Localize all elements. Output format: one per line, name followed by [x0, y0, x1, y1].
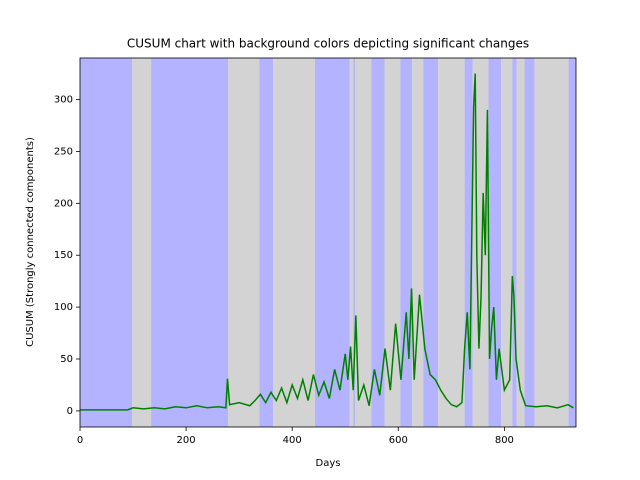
x-tick-label: 600 [389, 435, 408, 446]
axes-frame [79, 57, 577, 428]
data-line [80, 73, 574, 411]
background-span [273, 58, 316, 427]
background-span [412, 58, 424, 427]
y-tick-label: 300 [54, 95, 73, 106]
y-tick-label: 150 [54, 250, 73, 261]
x-axis-label: Days [316, 458, 341, 469]
background-span [524, 58, 535, 427]
background-span [568, 58, 576, 427]
background-span [355, 58, 372, 427]
x-tick-label: 0 [77, 435, 83, 446]
y-tick-label: 250 [54, 146, 73, 157]
background-span [438, 58, 465, 427]
background-span [259, 58, 274, 427]
background-span [349, 58, 354, 427]
background-span [80, 58, 132, 427]
x-tick-label: 800 [495, 435, 514, 446]
background-span [423, 58, 439, 427]
y-tick-label: 50 [60, 354, 73, 365]
background-span [512, 58, 517, 427]
y-tick-label: 100 [54, 302, 73, 313]
background-span [400, 58, 413, 427]
background-span [131, 58, 152, 427]
chart-title: CUSUM chart with background colors depic… [127, 37, 529, 51]
background-span [534, 58, 569, 427]
background-span [488, 58, 502, 427]
y-tick-label: 0 [67, 406, 73, 417]
x-tick-label: 200 [177, 435, 196, 446]
background-span [315, 58, 350, 427]
background-span [353, 58, 356, 427]
y-axis-label: CUSUM (Strongly connected components) [25, 137, 36, 347]
y-tick-label: 200 [54, 198, 73, 209]
background-span [228, 58, 260, 427]
background-span [371, 58, 385, 427]
background-span [516, 58, 525, 427]
x-tick-label: 400 [283, 435, 302, 446]
background-span [501, 58, 513, 427]
background-span [464, 58, 473, 427]
background-span [151, 58, 229, 427]
